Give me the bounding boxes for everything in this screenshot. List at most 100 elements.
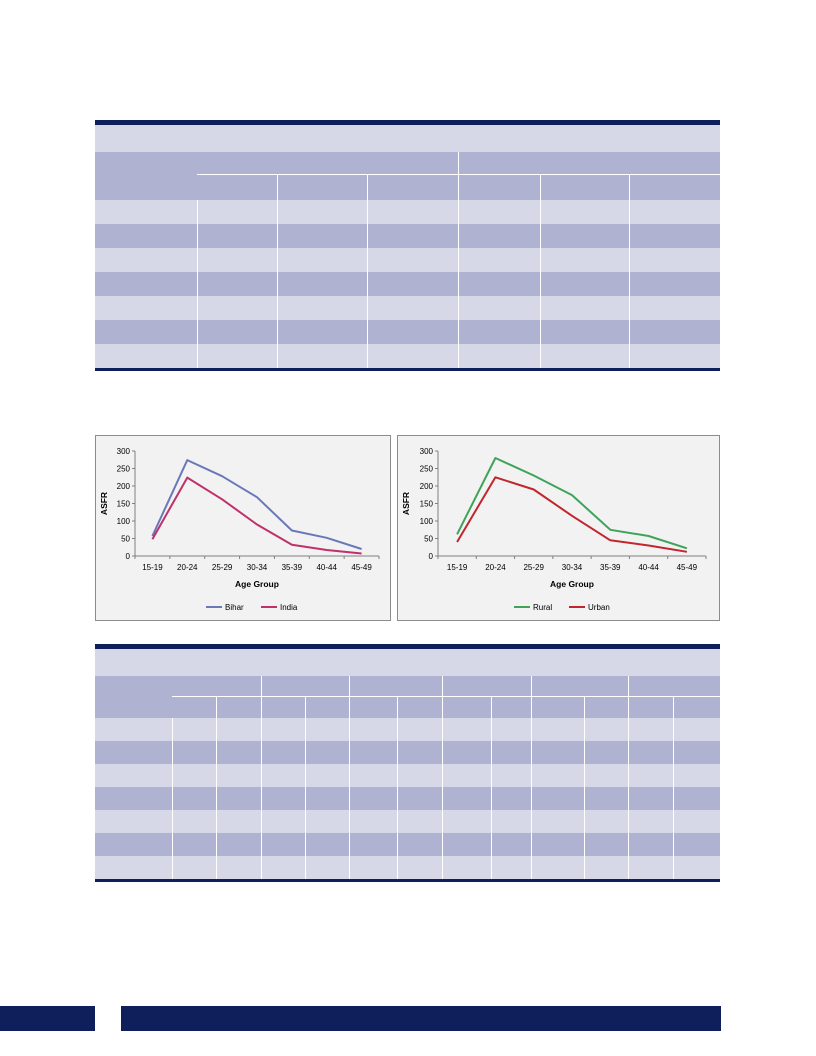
y-tick-label: 0	[429, 552, 434, 561]
table-cell	[95, 224, 197, 248]
table-cell	[305, 787, 349, 810]
table-cell	[458, 320, 540, 344]
table-cell	[197, 344, 277, 368]
legend-label-bihar: Bihar	[225, 603, 244, 612]
header-sub-cell	[197, 175, 277, 200]
table-cell	[584, 810, 628, 833]
table-cell	[491, 833, 531, 856]
table-row	[95, 787, 720, 810]
x-tick-label: 45-49	[677, 563, 698, 572]
table-cell	[172, 787, 216, 810]
table-cell	[673, 787, 720, 810]
table-cell	[491, 718, 531, 741]
table-cell	[442, 810, 491, 833]
y-tick-label: 200	[117, 482, 131, 491]
header-corner-cell	[95, 152, 197, 200]
table-cell	[367, 248, 458, 272]
table-cell	[628, 741, 673, 764]
chart-bihar-india-svg: 0 50 100 150 200 250 300 15-19 20-24 25-29 30-34 35…	[99, 447, 380, 612]
footer-page-block	[0, 1006, 95, 1031]
table-cell	[261, 764, 305, 787]
table-cell	[397, 810, 442, 833]
table-cell	[442, 856, 491, 879]
header-group-cell	[628, 676, 720, 696]
table-title-row	[95, 649, 720, 676]
x-axis-title: Age Group	[235, 579, 279, 589]
table-row	[95, 344, 720, 368]
table-bottom-rule	[95, 368, 720, 371]
header-sub-cell	[349, 697, 397, 718]
table-cell	[349, 764, 397, 787]
table-cell	[458, 200, 540, 224]
table-cell	[442, 833, 491, 856]
table-cell	[531, 741, 584, 764]
table-header	[95, 676, 720, 718]
legend-label-urban: Urban	[588, 603, 610, 612]
table-cell	[305, 856, 349, 879]
chart-rural-urban: 0 50 100 150 200 250 300 15-19 20-24 25-29 30-34 35…	[397, 435, 720, 621]
table-row	[95, 833, 720, 856]
table-row	[95, 200, 720, 224]
table-row	[95, 741, 720, 764]
table-cell	[305, 764, 349, 787]
legend-label-rural: Rural	[533, 603, 552, 612]
chart-rural-urban-svg: 0 50 100 150 200 250 300 15-19 20-24 25-29 30-34 35…	[401, 447, 707, 612]
table-cell	[95, 764, 172, 787]
table-cell	[95, 741, 172, 764]
table-cell	[95, 718, 172, 741]
table-cell	[367, 320, 458, 344]
table-cell	[349, 718, 397, 741]
x-tick-label: 30-34	[247, 563, 268, 572]
table-cell	[197, 200, 277, 224]
table-cell	[367, 200, 458, 224]
table-cell	[629, 248, 720, 272]
table-cell	[458, 272, 540, 296]
header-sub-cell	[367, 175, 458, 200]
table-top-rule	[95, 120, 720, 125]
table-cell	[629, 200, 720, 224]
header-sub-cell	[305, 697, 349, 718]
table-cell	[584, 764, 628, 787]
header-sub-cell	[584, 697, 628, 718]
table-cell	[540, 248, 629, 272]
table-row	[95, 224, 720, 248]
table-cell	[442, 764, 491, 787]
table-row	[95, 764, 720, 787]
table-cell	[491, 764, 531, 787]
header-sub-cell	[442, 697, 491, 718]
x-tick-label: 20-24	[177, 563, 198, 572]
header-sub-cell	[261, 697, 305, 718]
y-tick-label: 300	[420, 447, 434, 456]
table-cell	[673, 741, 720, 764]
y-tick-label: 250	[117, 465, 131, 474]
table-cell	[673, 833, 720, 856]
table-cell	[629, 344, 720, 368]
table-cell	[458, 224, 540, 248]
table-cell	[397, 787, 442, 810]
table-cell	[216, 833, 261, 856]
table-cell	[397, 833, 442, 856]
table-cell	[277, 272, 367, 296]
table-cell	[197, 248, 277, 272]
header-sub-cell	[216, 697, 261, 718]
table-cell	[628, 787, 673, 810]
header-sub-cell	[673, 697, 720, 718]
table-cell	[491, 787, 531, 810]
table-cell	[673, 718, 720, 741]
table-row	[95, 856, 720, 879]
table-cell	[277, 224, 367, 248]
x-tick-label: 15-19	[142, 563, 163, 572]
table-cell	[349, 787, 397, 810]
header-group-cell	[349, 676, 442, 696]
chart-bihar-india: 0 50 100 150 200 250 300 15-19 20-24 25-29 30-34 35…	[95, 435, 391, 621]
y-axis-title: ASFR	[401, 492, 411, 515]
table-cell	[491, 810, 531, 833]
table-cell	[531, 810, 584, 833]
x-tick-label: 35-39	[600, 563, 621, 572]
table-cell	[442, 741, 491, 764]
header-group-cell	[197, 152, 458, 174]
series-line-bihar	[151, 459, 362, 550]
table-cell	[531, 833, 584, 856]
table-cell	[531, 764, 584, 787]
table-cell	[95, 272, 197, 296]
